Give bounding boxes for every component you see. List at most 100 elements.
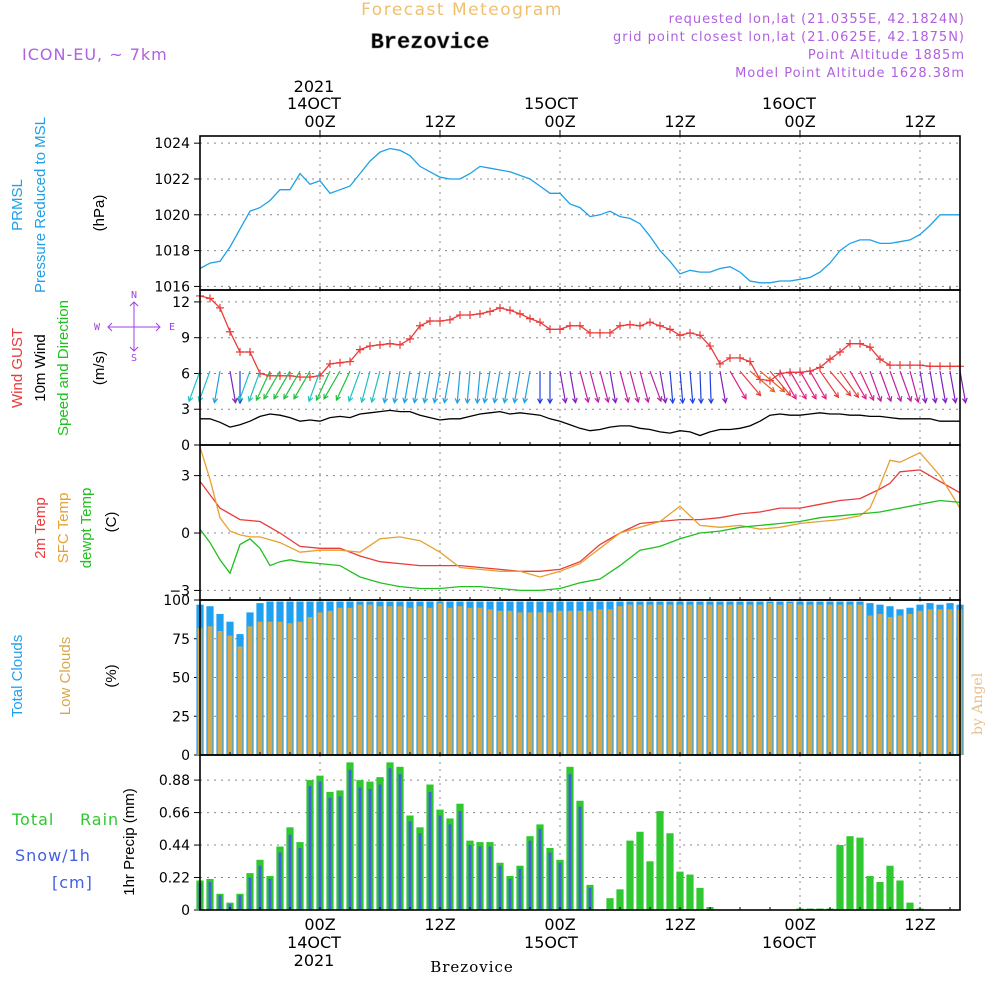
wind-arrow-shaft xyxy=(939,370,947,403)
precipitation-ytick-label: 0.44 xyxy=(159,838,190,854)
location-title: Brezovice xyxy=(371,30,490,55)
snow-bar xyxy=(218,895,222,910)
gust-marker xyxy=(846,339,854,348)
gust-marker xyxy=(836,348,844,356)
gust-marker xyxy=(586,328,594,337)
snow-bar xyxy=(328,797,332,910)
wind-arrow-head xyxy=(896,396,903,403)
gust-marker xyxy=(876,355,884,364)
compass-north: N xyxy=(131,290,137,301)
gust-marker xyxy=(436,317,444,325)
snow-bar xyxy=(408,821,412,910)
bottom-time-tick-label: 00Z xyxy=(784,915,815,934)
snow-label: Snow/1h xyxy=(15,846,91,865)
compass-west: W xyxy=(94,322,101,333)
wind-arrow-shaft xyxy=(433,370,441,403)
wind-arrow-head xyxy=(644,396,651,404)
rain-bar xyxy=(616,889,624,910)
wind-arrow-head xyxy=(594,396,601,404)
wind-arrow-shaft xyxy=(403,370,411,403)
gust-marker xyxy=(296,373,304,382)
snow-bar xyxy=(268,879,272,910)
wind-arrow-shaft xyxy=(229,370,237,403)
low-clouds-bar xyxy=(897,615,903,755)
snow-bar xyxy=(278,852,282,910)
low-clouds-bar xyxy=(277,621,283,755)
wind-arrow-shaft xyxy=(859,370,875,401)
wind-arrow-head xyxy=(853,392,860,399)
wind-arrow-head xyxy=(187,396,194,403)
gust-marker xyxy=(326,359,334,368)
low-clouds-bar xyxy=(607,609,613,755)
low-clouds-bar xyxy=(487,609,493,755)
wind-arrow-shaft xyxy=(949,370,957,403)
wind-line-10m-wind xyxy=(200,409,960,437)
wind-arrow-shaft xyxy=(679,371,684,404)
gust-marker xyxy=(446,315,454,324)
wind-direction-label: Speed and Direction xyxy=(55,300,72,436)
wind-arrow-shaft xyxy=(213,370,221,403)
low-clouds-bar xyxy=(267,621,273,755)
wind-arrow-shaft xyxy=(789,370,807,400)
low-clouds-bar xyxy=(547,612,553,755)
bottom-day-label: 15OCT xyxy=(524,933,578,952)
rain-bar xyxy=(626,840,634,910)
snow-bar xyxy=(248,877,252,910)
wind-arrow-shaft xyxy=(579,370,589,403)
temperature-frame xyxy=(199,444,961,601)
low-clouds-bar xyxy=(317,612,323,755)
low-clouds-bar xyxy=(257,621,263,755)
precip-unit: 1hr Precip (mm) xyxy=(121,788,138,896)
wind-arrow-shaft xyxy=(371,370,381,403)
wind-arrow-head xyxy=(273,393,279,400)
low-clouds-bar xyxy=(867,615,873,755)
low-clouds-bar xyxy=(237,646,243,755)
pressure-ytick-label: 1018 xyxy=(154,244,190,260)
wind-arrow-head xyxy=(547,398,553,405)
wind-label: 10m Wind xyxy=(32,334,49,402)
wind-arrow-head xyxy=(876,396,883,403)
low-clouds-bar xyxy=(427,607,433,755)
low-clouds-bar xyxy=(737,604,743,755)
compass-arrowheads xyxy=(107,301,161,352)
clouds-ytick-label: 25 xyxy=(172,709,190,725)
low-clouds-bar xyxy=(837,604,843,755)
low-clouds-bar xyxy=(787,603,793,755)
wind-arrow-shaft xyxy=(779,370,797,400)
wind-arrow-shaft xyxy=(423,370,431,403)
wind-arrow-shaft xyxy=(829,370,852,396)
wind-arrow-shaft xyxy=(909,370,919,403)
wind-arrow-shaft xyxy=(315,370,331,401)
low-clouds-bar xyxy=(217,631,223,755)
wind-arrow-shaft xyxy=(869,370,882,402)
bottom-time-tick-label: 12Z xyxy=(664,915,695,934)
pressure-unit: (hPa) xyxy=(91,195,108,232)
low-clouds-bar xyxy=(777,604,783,755)
wind-arrow-head xyxy=(482,397,489,404)
low-clouds-bar xyxy=(247,626,253,755)
wind-frame xyxy=(199,289,961,446)
gust-marker xyxy=(746,357,754,366)
low-clouds-bar xyxy=(687,604,693,755)
top-year-label: 2021 xyxy=(294,77,335,96)
low-clouds-bar xyxy=(577,610,583,755)
temperature-ytick-label: −3 xyxy=(169,583,190,599)
wind-arrow-shaft xyxy=(749,370,775,393)
wind-arrow-head xyxy=(571,397,578,404)
gust-marker xyxy=(316,371,324,380)
wind-arrow-head xyxy=(811,393,817,400)
pressure-ytick-label: 1016 xyxy=(154,279,190,295)
model-point-altitude: Model Point Altitude 1628.38m xyxy=(735,66,965,81)
low-clouds-bar xyxy=(527,612,533,755)
clouds-ytick-label: 50 xyxy=(172,671,190,687)
snow-bar xyxy=(588,887,592,910)
low-clouds-bar xyxy=(327,610,333,755)
clouds-ytick-label: 0 xyxy=(181,748,190,764)
low-clouds-bar xyxy=(297,621,303,755)
low-clouds-bar xyxy=(347,607,353,755)
wind-arrow-head xyxy=(323,393,329,400)
gust-marker xyxy=(386,339,394,348)
low-clouds-bar xyxy=(927,609,933,755)
low-clouds-bar xyxy=(827,604,833,755)
bottom-time-tick-label: 12Z xyxy=(904,915,935,934)
